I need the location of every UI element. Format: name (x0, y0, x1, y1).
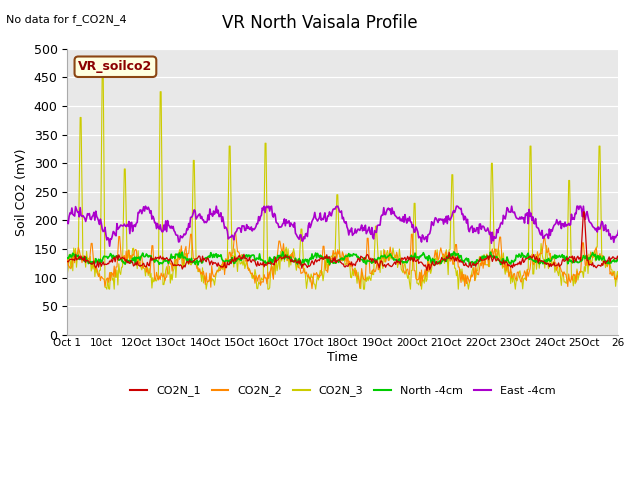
Legend: CO2N_1, CO2N_2, CO2N_3, North -4cm, East -4cm: CO2N_1, CO2N_2, CO2N_3, North -4cm, East… (126, 381, 559, 401)
Text: VR_soilco2: VR_soilco2 (78, 60, 152, 73)
X-axis label: Time: Time (328, 350, 358, 363)
Y-axis label: Soil CO2 (mV): Soil CO2 (mV) (15, 148, 28, 236)
Text: VR North Vaisala Profile: VR North Vaisala Profile (222, 14, 418, 33)
Text: No data for f_CO2N_4: No data for f_CO2N_4 (6, 14, 127, 25)
